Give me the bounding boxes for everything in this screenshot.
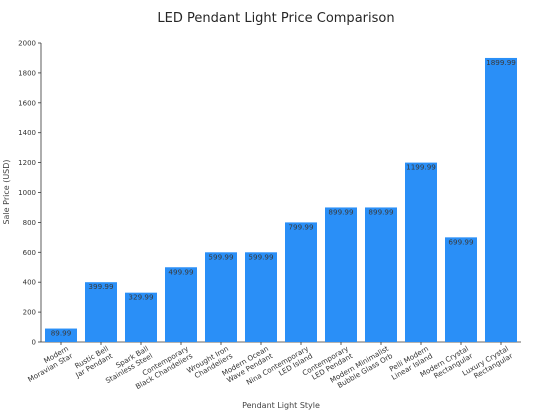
y-ticks: 0 200 400 600 800 1000 1200 1400 1600 1800 2000 <box>18 40 41 347</box>
data-label: 799.99 <box>288 222 314 231</box>
data-label: 699.99 <box>448 237 474 246</box>
data-labels: 89.99 399.99 329.99 499.99 599.99 599.99 799.9… <box>51 58 517 338</box>
data-label: 1199.99 <box>406 163 436 172</box>
bar <box>285 222 317 342</box>
bar <box>245 252 277 342</box>
bar <box>405 162 437 342</box>
y-tick-label: 0 <box>32 339 36 347</box>
bar <box>325 207 357 342</box>
chart-title: LED Pendant Light Price Comparison <box>157 11 394 26</box>
y-tick-label: 400 <box>23 279 36 287</box>
data-label: 599.99 <box>208 252 234 261</box>
bar <box>485 57 517 342</box>
y-tick-label: 1400 <box>18 129 36 137</box>
bar <box>85 282 117 342</box>
y-tick-label: 1800 <box>18 69 36 77</box>
y-axis-label: Sale Price (USD) <box>2 159 11 224</box>
data-label: 399.99 <box>88 282 114 291</box>
data-label: 89.99 <box>51 329 72 338</box>
y-tick-label: 1000 <box>18 189 36 197</box>
bar <box>45 328 77 342</box>
y-tick-label: 600 <box>23 249 36 257</box>
y-tick-label: 1200 <box>18 159 36 167</box>
data-label: 599.99 <box>248 252 274 261</box>
y-tick-label: 200 <box>23 309 36 317</box>
y-tick-label: 2000 <box>18 40 36 48</box>
data-label: 899.99 <box>328 207 354 216</box>
bar <box>365 207 397 342</box>
data-label: 1899.99 <box>486 58 516 67</box>
data-label: 499.99 <box>168 267 194 276</box>
data-label: 899.99 <box>368 207 394 216</box>
y-tick-label: 1600 <box>18 99 36 107</box>
bar <box>165 267 197 342</box>
bar <box>125 292 157 342</box>
data-label: 329.99 <box>128 293 154 302</box>
x-axis-label: Pendant Light Style <box>242 401 320 410</box>
bar <box>205 252 237 342</box>
bar <box>445 237 477 342</box>
y-tick-label: 800 <box>23 219 36 227</box>
x-tick-label: ModernMoravian Star <box>22 344 74 384</box>
bars <box>45 57 517 342</box>
